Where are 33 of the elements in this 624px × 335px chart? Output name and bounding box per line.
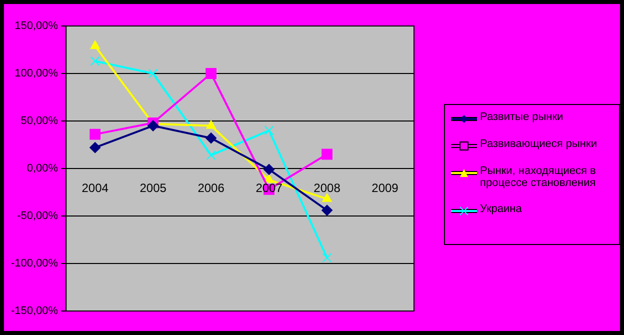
point — [322, 193, 332, 202]
point — [90, 128, 101, 140]
point — [90, 40, 100, 49]
point — [322, 253, 332, 263]
x-tick-label: 2005 — [140, 180, 167, 195]
y-tick-label: -150,00% — [10, 305, 58, 318]
legend-label: Развивающиеся рынки — [480, 138, 597, 151]
point — [148, 68, 158, 78]
y-tick-label: 100,00% — [14, 68, 58, 80]
point — [90, 56, 100, 66]
point — [206, 150, 216, 160]
point — [264, 164, 275, 175]
point — [322, 204, 333, 216]
point — [206, 68, 216, 79]
x-tick-label: 2006 — [198, 180, 225, 195]
legend-label: Развитые рынки — [480, 111, 564, 124]
y-tick-label: 50,00% — [20, 115, 58, 128]
point — [148, 120, 159, 132]
point — [322, 148, 332, 160]
point — [206, 120, 216, 129]
x-tick-label: 2008 — [314, 180, 341, 195]
point — [206, 132, 217, 144]
legend-label: Рынки, находящиеся в процессе становления — [480, 165, 597, 189]
y-tick-label: 0,00% — [26, 162, 58, 175]
y-tick-label: 150,00% — [14, 20, 58, 32]
point — [264, 174, 274, 183]
x-tick-label: 2009 — [372, 180, 399, 195]
y-tick-label: -50,00% — [17, 210, 58, 222]
point — [90, 142, 101, 154]
legend-label: Украина — [480, 203, 522, 216]
x-tick-label: 2004 — [82, 180, 109, 195]
point — [264, 126, 274, 136]
y-tick-label: -100,00% — [10, 258, 58, 270]
